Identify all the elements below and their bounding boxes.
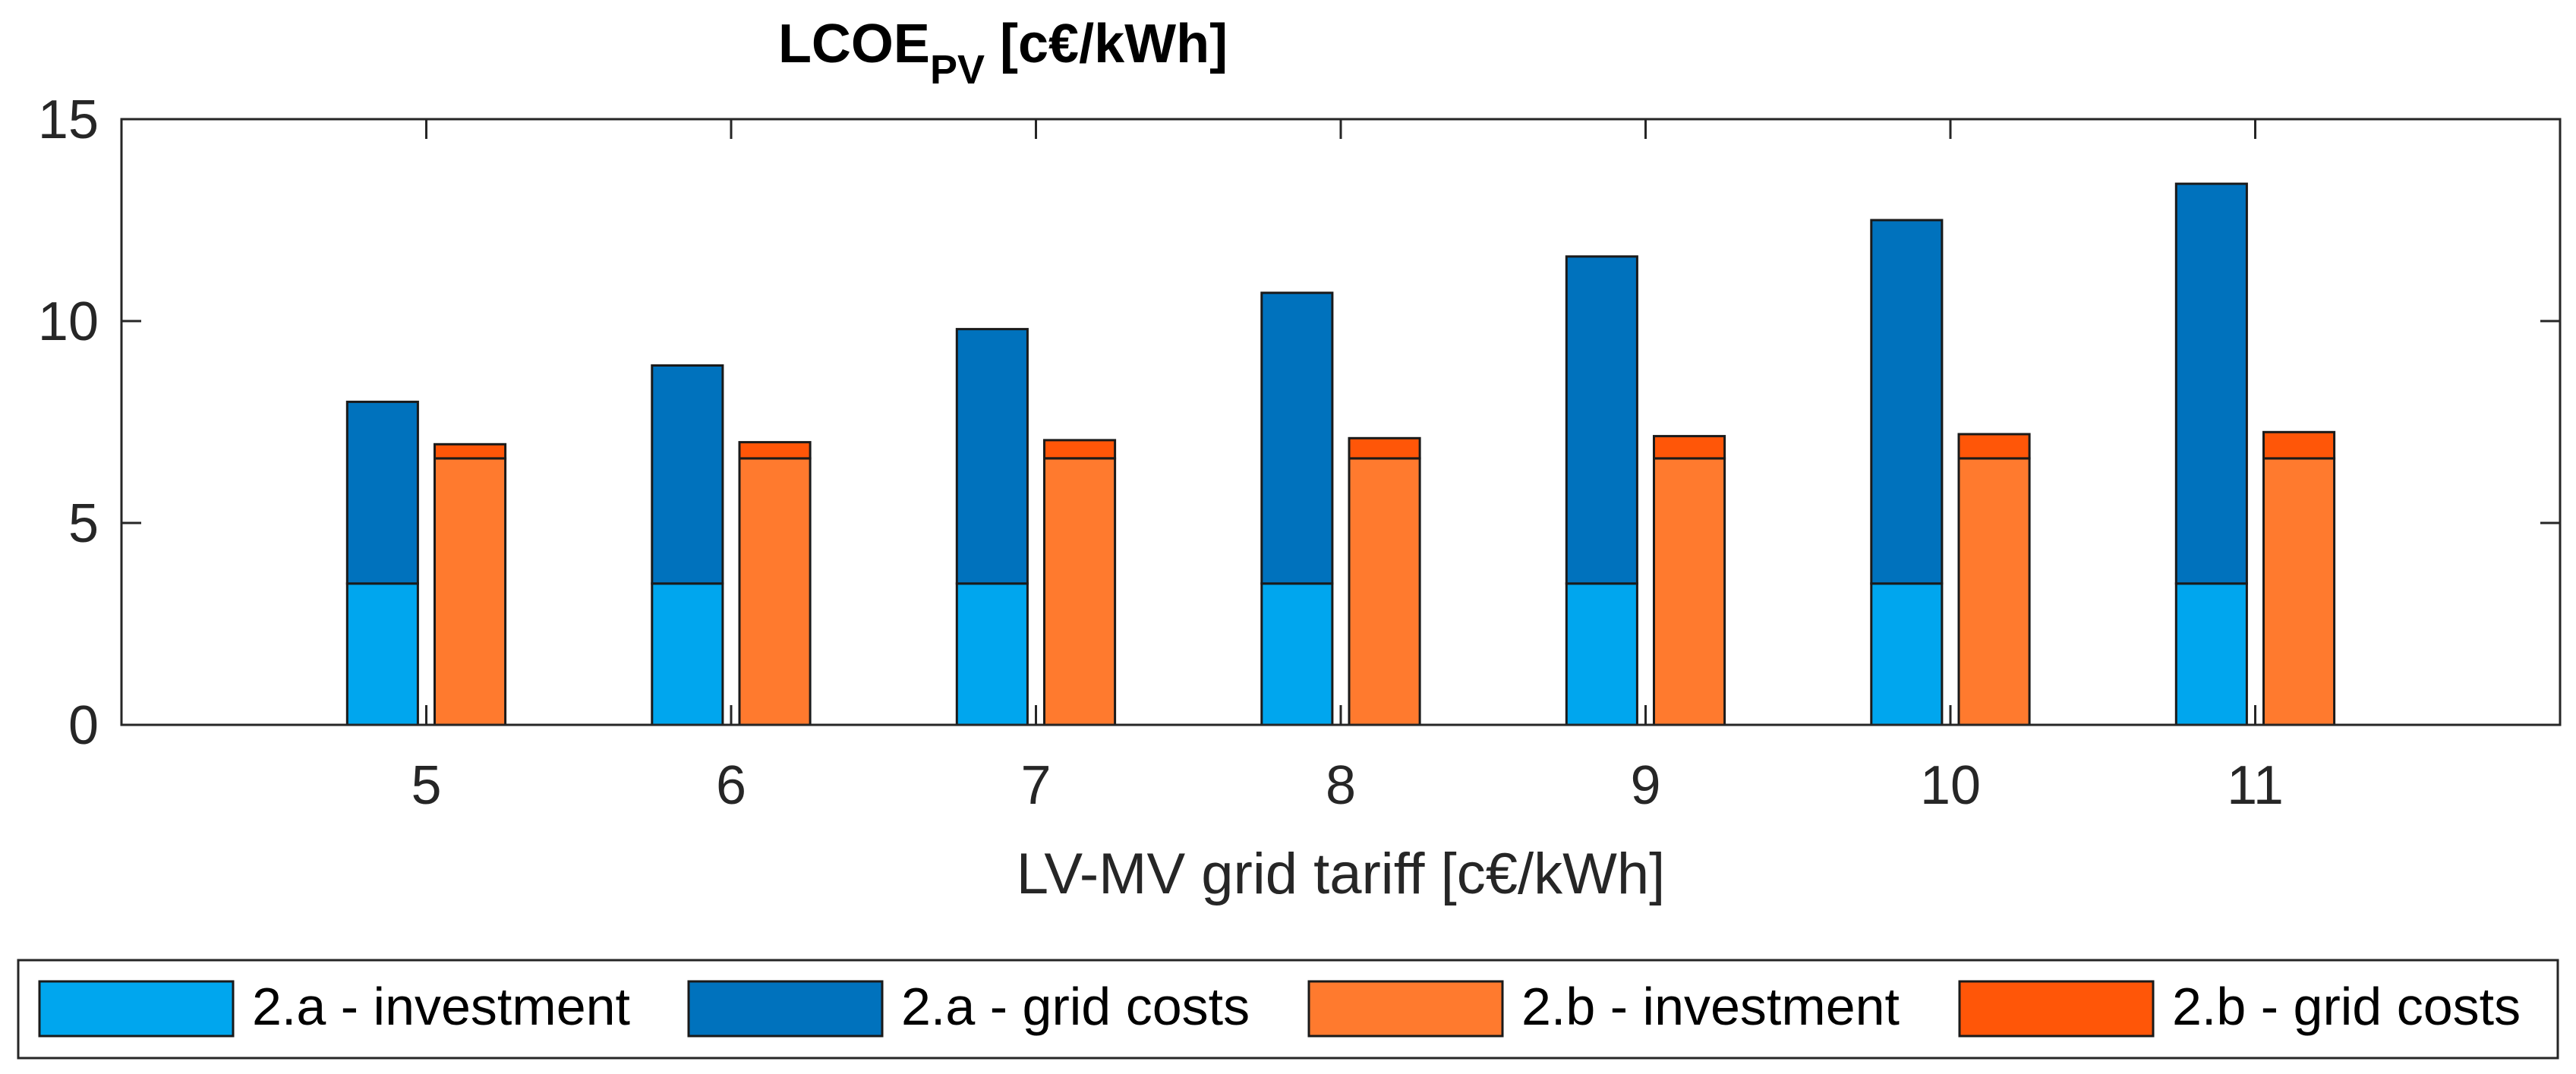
bar-2-b-investment-7 (1043, 457, 1117, 726)
bar-2-a-grid-costs-6 (651, 364, 724, 585)
plot-frame (120, 118, 2562, 726)
x-tick-label: 5 (411, 755, 441, 816)
x-tick-label: 11 (2227, 755, 2284, 816)
x-tick-label: 7 (1020, 755, 1051, 816)
bar-2-b-investment-6 (738, 457, 812, 726)
bar-2-a-grid-costs-5 (345, 400, 419, 585)
bars-layer (345, 182, 2336, 726)
bar-2-a-grid-costs-10 (1870, 219, 1944, 585)
bar-2-a-investment-10 (1870, 582, 1944, 726)
x-tick-label: 10 (1920, 755, 1981, 816)
legend-swatch (687, 980, 884, 1038)
ticks-layer: 5 6 7 8 9 10 11 0 5 10 15 (38, 90, 2560, 816)
legend-swatch (38, 980, 235, 1038)
x-axis-label: LV-MV grid tariff [c€/kWh] (1017, 842, 1666, 906)
legend-label: 2.a - grid costs (901, 977, 1250, 1036)
bar-2-b-grid-costs-10 (1957, 433, 2031, 460)
y-tick-label: 0 (68, 695, 99, 756)
chart-title: LCOEPV [c€/kWh] (778, 14, 1228, 93)
bar-2-a-investment-11 (2174, 582, 2248, 726)
bar-2-a-investment-5 (345, 582, 419, 726)
x-tick-label: 8 (1326, 755, 1356, 816)
y-tick-label: 5 (68, 493, 99, 554)
legend-swatch (1958, 980, 2155, 1038)
legend-swatch (1307, 980, 1504, 1038)
x-tick-label: 9 (1630, 755, 1660, 816)
bar-2-a-investment-8 (1260, 582, 1334, 726)
x-tick-label: 6 (716, 755, 746, 816)
legend-label: 2.b - grid costs (2172, 977, 2521, 1036)
chart-title-main: LCOE (778, 14, 930, 74)
bar-2-b-grid-costs-6 (738, 441, 812, 460)
y-tick-label: 10 (38, 291, 99, 352)
legend-label: 2.b - investment (1521, 977, 1900, 1036)
bar-2-b-investment-10 (1957, 457, 2031, 726)
bar-2-a-investment-7 (955, 582, 1029, 726)
bar-2-b-grid-costs-11 (2262, 430, 2336, 460)
bar-2-b-investment-8 (1348, 457, 1421, 726)
bar-2-a-grid-costs-8 (1260, 291, 1334, 585)
bar-2-b-grid-costs-5 (434, 443, 507, 460)
bar-2-b-investment-5 (434, 457, 507, 726)
y-tick-label: 15 (38, 90, 99, 150)
bar-2-a-investment-6 (651, 582, 724, 726)
legend: 2.a - investment 2.a - grid costs 2.b - in… (17, 959, 2559, 1060)
bar-2-b-grid-costs-8 (1348, 436, 1421, 460)
chart-title-rest: [c€/kWh] (985, 14, 1228, 74)
bar-2-b-grid-costs-9 (1653, 435, 1726, 460)
bar-2-b-investment-9 (1653, 457, 1726, 726)
bar-2-a-grid-costs-11 (2174, 182, 2248, 585)
bar-2-b-investment-11 (2262, 457, 2336, 726)
bar-2-b-grid-costs-7 (1043, 439, 1117, 460)
plot-area (121, 119, 2560, 725)
bar-2-a-investment-9 (1565, 582, 1638, 726)
legend-label: 2.a - investment (252, 977, 630, 1036)
chart-title-subscript: PV (930, 47, 985, 93)
bar-2-a-grid-costs-9 (1565, 255, 1638, 585)
bar-2-a-grid-costs-7 (955, 328, 1029, 585)
